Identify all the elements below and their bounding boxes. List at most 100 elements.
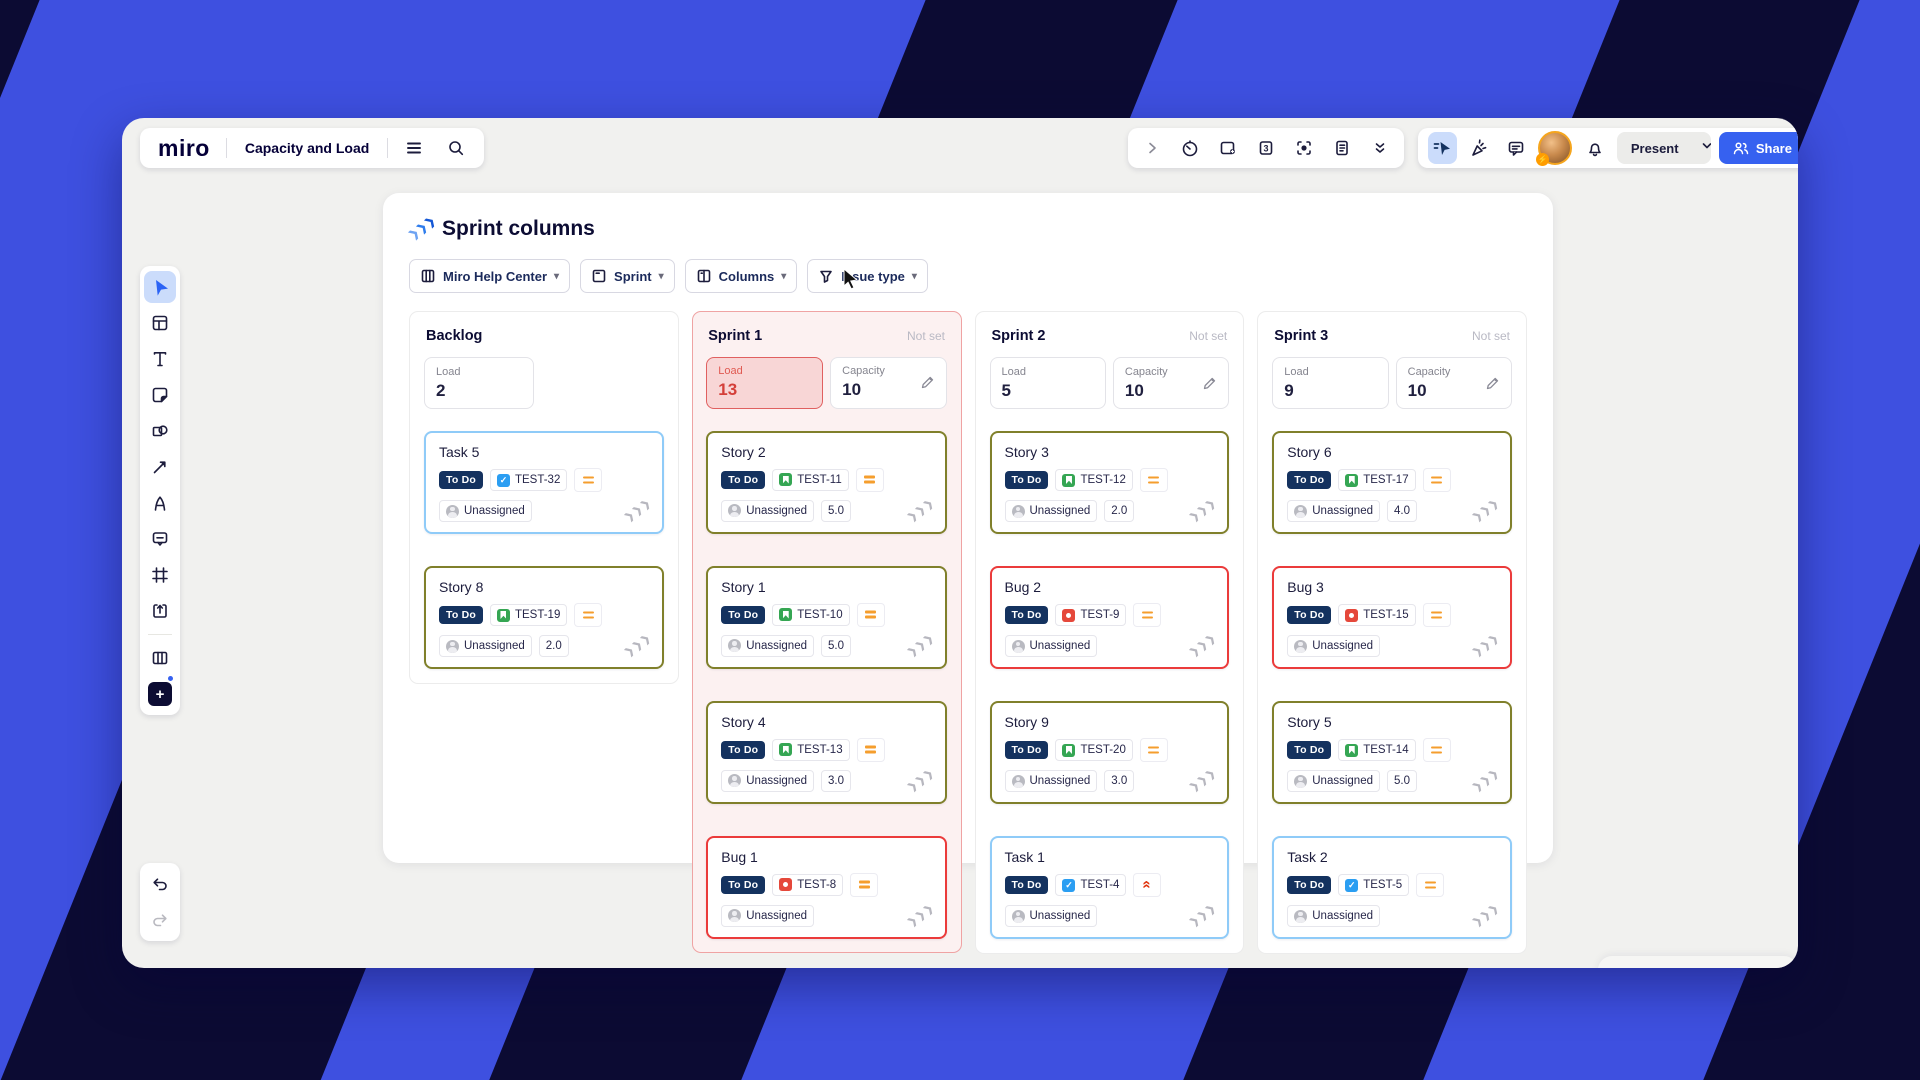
collapsed-panel[interactable] xyxy=(1598,956,1798,968)
frame-tool[interactable] xyxy=(144,559,176,591)
status-badge: To Do xyxy=(1004,606,1049,624)
more-apps-tool[interactable]: + xyxy=(144,676,176,710)
arrow-icon xyxy=(153,461,166,474)
status-badge: To Do xyxy=(721,470,766,489)
double-chevron-down-icon xyxy=(1375,143,1385,153)
widget-title: Sprint columns xyxy=(442,217,595,240)
load-value: 5 xyxy=(1001,380,1011,400)
redo-icon xyxy=(153,914,167,927)
load-box: Load 5 xyxy=(989,357,1106,409)
sprint-filter-dropdown[interactable]: Sprint ▾ xyxy=(580,259,675,293)
edit-pencil-icon[interactable] xyxy=(920,375,935,390)
share-button[interactable]: Share xyxy=(1718,132,1798,164)
comment-tool[interactable] xyxy=(144,523,176,555)
issue-card[interactable]: Story 5 To Do TEST-14 Unassigned 5.0 ❯ ❯ ❯ xyxy=(1272,701,1512,804)
shapes-icon xyxy=(152,425,168,437)
reactions-button[interactable] xyxy=(1465,132,1494,164)
select-tool[interactable] xyxy=(144,271,176,303)
issue-card[interactable]: Story 2 To Do TEST-11 Unassigned 5.0 ❯ ❯ ❯ xyxy=(706,430,947,534)
add-media-button[interactable] xyxy=(1212,132,1244,164)
connection-line-tool[interactable] xyxy=(144,451,176,483)
more-tools-button[interactable] xyxy=(1364,132,1396,164)
story-type-icon xyxy=(779,473,793,486)
issue-card[interactable]: Story 8 To Do TEST-19 Unassigned 2.0 ❯ ❯ ❯ xyxy=(424,566,664,669)
spotlight-button[interactable] xyxy=(1288,132,1320,164)
issue-type-filter-dropdown[interactable]: Issue type ▾ xyxy=(807,259,928,293)
cards-list: Story 2 To Do TEST-11 Unassigned 5.0 ❯ ❯ ❯… xyxy=(706,430,947,939)
assignee-chip: Unassigned xyxy=(1287,635,1380,657)
edit-pencil-icon[interactable] xyxy=(1202,376,1217,391)
comment-icon xyxy=(152,532,168,546)
columns-icon xyxy=(697,269,710,283)
notifications-button[interactable] xyxy=(1580,132,1609,164)
issue-card[interactable]: Story 4 To Do TEST-13 Unassigned 3.0 ❯ ❯ ❯ xyxy=(706,700,947,804)
priority-medium-icon xyxy=(574,603,603,627)
miro-logo[interactable]: miro xyxy=(158,134,210,161)
priority-medium-icon xyxy=(1422,603,1451,627)
chat-button[interactable] xyxy=(1501,132,1530,164)
shapes-tool[interactable] xyxy=(144,415,176,447)
follow-mode-button[interactable] xyxy=(1428,132,1457,164)
chevron-down-icon: ▾ xyxy=(911,270,917,282)
present-dropdown-button[interactable] xyxy=(1693,139,1711,157)
upload-tool[interactable] xyxy=(144,595,176,627)
assignee-avatar-icon xyxy=(1011,639,1025,653)
user-avatar[interactable]: ⚡ xyxy=(1536,131,1573,166)
load-value: 9 xyxy=(1284,380,1294,400)
collapse-toolbar-button[interactable] xyxy=(1136,132,1168,164)
board-title[interactable]: Capacity and Load xyxy=(244,140,370,156)
assignee-avatar-icon xyxy=(446,504,459,518)
priority-medium-icon xyxy=(855,467,884,492)
issue-key-chip: TEST-4 xyxy=(1055,874,1127,896)
issue-title: Story 9 xyxy=(1004,714,1049,730)
jira-columns-app-tool[interactable] xyxy=(144,642,176,674)
assignee-name: Unassigned xyxy=(464,505,525,517)
project-filter-dropdown[interactable]: Miro Help Center ▾ xyxy=(409,259,571,293)
issue-card[interactable]: Bug 3 To Do TEST-15 Unassigned ❯ ❯ ❯ xyxy=(1272,566,1512,669)
column-name: Sprint 1 xyxy=(708,327,763,344)
issue-card[interactable]: Task 5 To Do TEST-32 Unassigned ❯❯❯ xyxy=(424,431,664,534)
issue-card[interactable]: Task 2 To Do TEST-5 Unassigned ❯❯❯ xyxy=(1272,836,1512,939)
capacity-box[interactable]: Capacity 10 xyxy=(830,356,947,409)
load-label: Load xyxy=(718,365,743,377)
issue-card[interactable]: Bug 2 To Do TEST-9 Unassigned ❯ ❯ ❯ xyxy=(989,566,1230,669)
sprint-icon xyxy=(592,269,606,283)
story-type-icon xyxy=(779,743,793,756)
search-button[interactable] xyxy=(440,132,472,164)
issue-title: Story 4 xyxy=(721,713,766,730)
present-button[interactable]: Present xyxy=(1630,140,1679,156)
text-tool[interactable] xyxy=(144,343,176,375)
issue-card[interactable]: Story 9 To Do TEST-20 Unassigned 3.0 ❯ ❯ ❯ xyxy=(989,701,1230,804)
estimate-chip: 5.0 xyxy=(820,499,851,522)
issue-key: TEST-19 xyxy=(514,609,561,621)
main-menu-button[interactable] xyxy=(398,132,430,164)
issue-key-chip: TEST-12 xyxy=(1055,469,1133,491)
filters-row: Miro Help Center ▾ Sprint ▾ Columns ▾ Is… xyxy=(409,259,1527,293)
assignee-avatar-icon xyxy=(728,504,742,517)
sticky-note-tool[interactable] xyxy=(144,379,176,411)
undo-button[interactable] xyxy=(144,868,176,900)
estimation-app-button[interactable]: 3 xyxy=(1250,132,1282,164)
divider xyxy=(225,138,227,158)
issue-card[interactable]: Story 1 To Do TEST-10 Unassigned 5.0 ❯ ❯ ❯ xyxy=(706,565,947,669)
history-toolbar xyxy=(140,863,180,941)
timer-button[interactable] xyxy=(1174,132,1206,164)
columns-filter-dropdown[interactable]: Columns ▾ xyxy=(684,259,798,293)
issue-card[interactable]: Story 3 To Do TEST-12 Unassigned 2.0 ❯ ❯ ❯ xyxy=(989,431,1230,534)
miro-app-window: miro Capacity and Load 3 xyxy=(122,118,1798,968)
capacity-box[interactable]: Capacity 10 xyxy=(1112,357,1230,409)
priority-medium-icon xyxy=(1416,873,1445,897)
issue-card[interactable]: Bug 1 To Do TEST-8 Unassigned ❯ ❯ ❯ xyxy=(706,835,947,939)
redo-button[interactable] xyxy=(144,904,176,936)
pen-tool[interactable] xyxy=(144,487,176,519)
notes-button[interactable] xyxy=(1326,132,1358,164)
issue-card[interactable]: Story 6 To Do TEST-17 Unassigned 4.0 ❯ ❯ ❯ xyxy=(1272,431,1512,534)
capacity-box[interactable]: Capacity 10 xyxy=(1395,357,1512,409)
assignee-name: Unassigned xyxy=(746,504,807,517)
assignee-chip: Unassigned xyxy=(721,769,814,792)
templates-tool[interactable] xyxy=(144,307,176,339)
issue-card[interactable]: Task 1 To Do TEST-4 Unassigned ❯❯❯ xyxy=(989,836,1230,939)
edit-pencil-icon[interactable] xyxy=(1485,376,1500,391)
creation-toolbar: + xyxy=(140,266,180,715)
columns-icon xyxy=(152,651,168,665)
